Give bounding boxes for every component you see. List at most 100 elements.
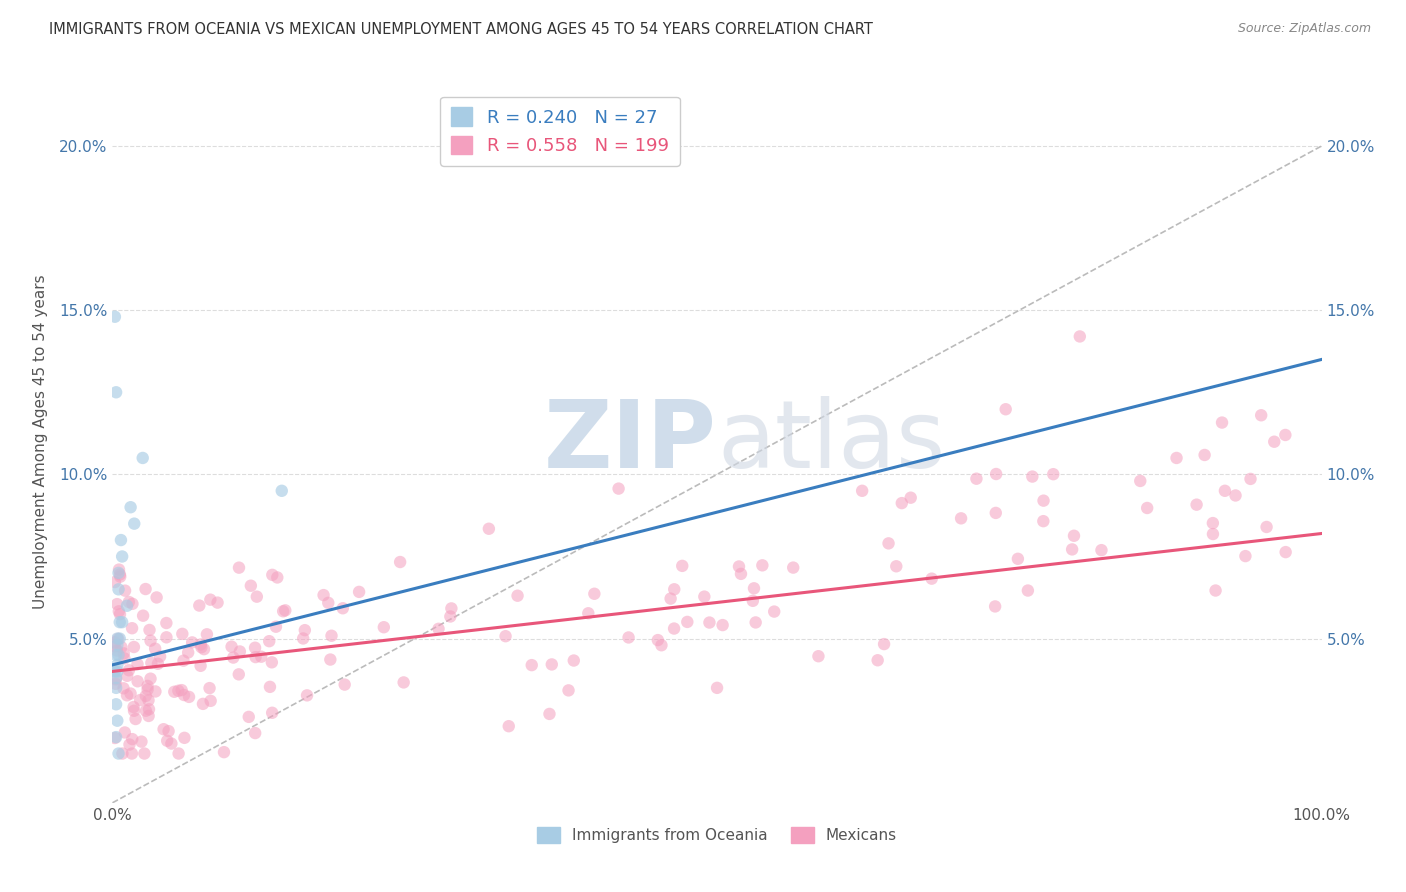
Point (149, 649, 172, 664)
Point (111, 615, 134, 630)
Point (138, 693, 160, 707)
Point (1007, 551, 1029, 566)
Point (108, 615, 131, 630)
Point (138, 709, 160, 723)
Legend: Immigrants from Oceania, Mexicans: Immigrants from Oceania, Mexicans (531, 822, 903, 849)
Point (104, 640, 127, 654)
Point (190, 658, 212, 673)
Point (105, 643, 128, 657)
Point (108, 632, 131, 646)
Point (984, 506, 1007, 520)
Point (105, 665, 128, 679)
Point (122, 704, 145, 718)
Point (114, 583, 136, 598)
Point (332, 601, 354, 615)
Point (294, 623, 316, 637)
Point (105, 657, 128, 672)
Point (994, 402, 1017, 417)
Point (319, 652, 342, 666)
Point (139, 672, 162, 686)
Point (243, 640, 266, 655)
Point (557, 683, 579, 698)
Point (134, 747, 156, 761)
Point (243, 726, 266, 740)
Point (105, 597, 128, 611)
Point (782, 560, 804, 574)
Point (520, 658, 543, 673)
Point (260, 656, 283, 670)
Point (576, 607, 599, 621)
Point (540, 657, 562, 672)
Point (110, 640, 132, 655)
Point (135, 704, 157, 718)
Point (212, 745, 235, 759)
Point (259, 680, 281, 694)
Point (200, 694, 222, 708)
Point (693, 590, 716, 604)
Point (807, 649, 830, 664)
Point (121, 621, 143, 635)
Point (984, 599, 1007, 614)
Point (181, 635, 204, 649)
Point (741, 594, 763, 608)
Point (730, 566, 752, 581)
Point (155, 630, 177, 644)
Point (884, 559, 907, 574)
Point (495, 629, 517, 643)
Point (104, 575, 127, 590)
Point (115, 688, 138, 702)
Point (245, 650, 267, 665)
Point (120, 500, 142, 515)
Point (440, 601, 463, 615)
Point (1021, 469, 1043, 483)
Point (167, 747, 190, 761)
Y-axis label: Unemployment Among Ages 45 to 54 years: Unemployment Among Ages 45 to 54 years (34, 274, 48, 609)
Point (728, 559, 751, 574)
Point (104, 731, 127, 745)
Point (900, 491, 922, 505)
Point (104, 635, 127, 649)
Point (228, 667, 250, 681)
Point (262, 567, 284, 582)
Point (965, 472, 987, 486)
Point (333, 677, 356, 691)
Point (1274, 428, 1296, 442)
Point (121, 597, 143, 611)
Point (104, 665, 127, 679)
Point (877, 536, 900, 550)
Point (706, 681, 728, 695)
Point (198, 681, 221, 695)
Point (221, 640, 243, 654)
Point (1205, 583, 1227, 598)
Text: IMMIGRANTS FROM OCEANIA VS MEXICAN UNEMPLOYMENT AMONG AGES 45 TO 54 YEARS CORREL: IMMIGRANTS FROM OCEANIA VS MEXICAN UNEMP… (49, 22, 873, 37)
Point (742, 582, 765, 596)
Point (107, 648, 129, 662)
Point (207, 596, 229, 610)
Point (105, 730, 128, 744)
Point (105, 638, 128, 652)
Point (617, 631, 640, 645)
Point (950, 511, 973, 525)
Point (115, 599, 138, 613)
Point (190, 640, 212, 655)
Point (110, 533, 132, 547)
Point (1166, 450, 1188, 465)
Point (711, 618, 734, 632)
Point (111, 549, 134, 564)
Point (121, 732, 143, 747)
Point (1062, 542, 1084, 557)
Point (1136, 500, 1159, 515)
Point (177, 690, 200, 704)
Point (112, 681, 135, 696)
Point (141, 656, 163, 670)
Point (851, 483, 873, 498)
Point (676, 615, 699, 629)
Point (188, 599, 211, 613)
Point (1202, 516, 1225, 530)
Point (1017, 583, 1039, 598)
Point (229, 644, 252, 658)
Point (143, 641, 166, 656)
Point (1211, 416, 1233, 430)
Point (1032, 493, 1054, 508)
Point (121, 747, 143, 761)
